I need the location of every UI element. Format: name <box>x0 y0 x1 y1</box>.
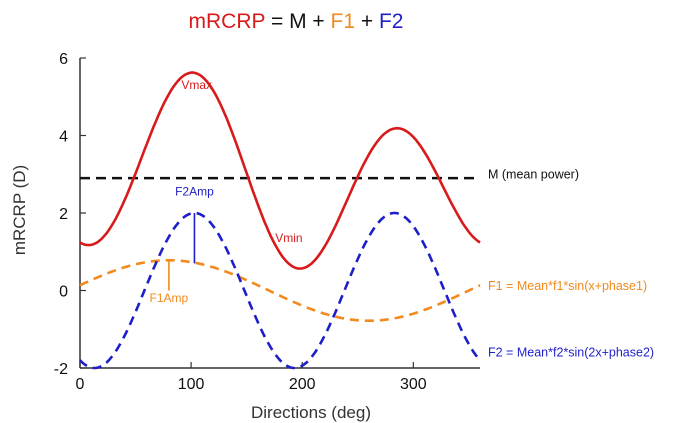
f1-line <box>79 259 481 322</box>
x-tick-label: 0 <box>76 376 85 393</box>
y-tick-label: -2 <box>54 361 68 378</box>
title-part-4: F1 <box>331 10 356 33</box>
legend-item-1: F1 = Mean*f1*sin(x+phase1) <box>488 279 647 293</box>
series-layer <box>79 71 481 370</box>
title-part-2: M <box>289 10 307 33</box>
y-tick-label: 0 <box>59 284 68 301</box>
title-part-6: F2 <box>379 10 404 33</box>
legend-item-2: F2 = Mean*f2*sin(2x+phase2) <box>488 346 654 360</box>
axes: -2 0 2 4 6 0 100 200 300 <box>54 51 480 393</box>
y-tick-label: 2 <box>59 206 68 223</box>
y-tick-label: 4 <box>59 129 68 146</box>
f2-line <box>79 211 481 370</box>
annotation-vmin: Vmin <box>275 231 302 245</box>
title-part-0: mRCRP <box>189 10 266 33</box>
legend: M (mean power) F1 = Mean*f1*sin(x+phase1)… <box>488 167 654 359</box>
x-tick-label: 300 <box>400 376 427 393</box>
x-axis-label: Directions (deg) <box>251 403 371 422</box>
annotation-layer: Vmax Vmin F2Amp F1Amp <box>150 78 303 305</box>
y-axis-label: mRCRP (D) <box>10 165 29 255</box>
x-tick-label: 100 <box>178 376 205 393</box>
chart-title: mRCRP = M + F1 + F2 <box>189 10 404 33</box>
annotation-vmax: Vmax <box>181 78 212 92</box>
title-part-5: + <box>355 10 379 33</box>
y-tick-label: 6 <box>59 51 68 68</box>
annotation-f2amp: F2Amp <box>175 185 214 199</box>
x-tick-label: 200 <box>289 376 316 393</box>
annotation-f1amp: F1Amp <box>150 291 189 305</box>
title-part-1: = <box>265 10 289 33</box>
legend-item-0: M (mean power) <box>488 167 579 181</box>
mrcrp-line <box>79 71 481 270</box>
title-part-3: + <box>307 10 331 33</box>
